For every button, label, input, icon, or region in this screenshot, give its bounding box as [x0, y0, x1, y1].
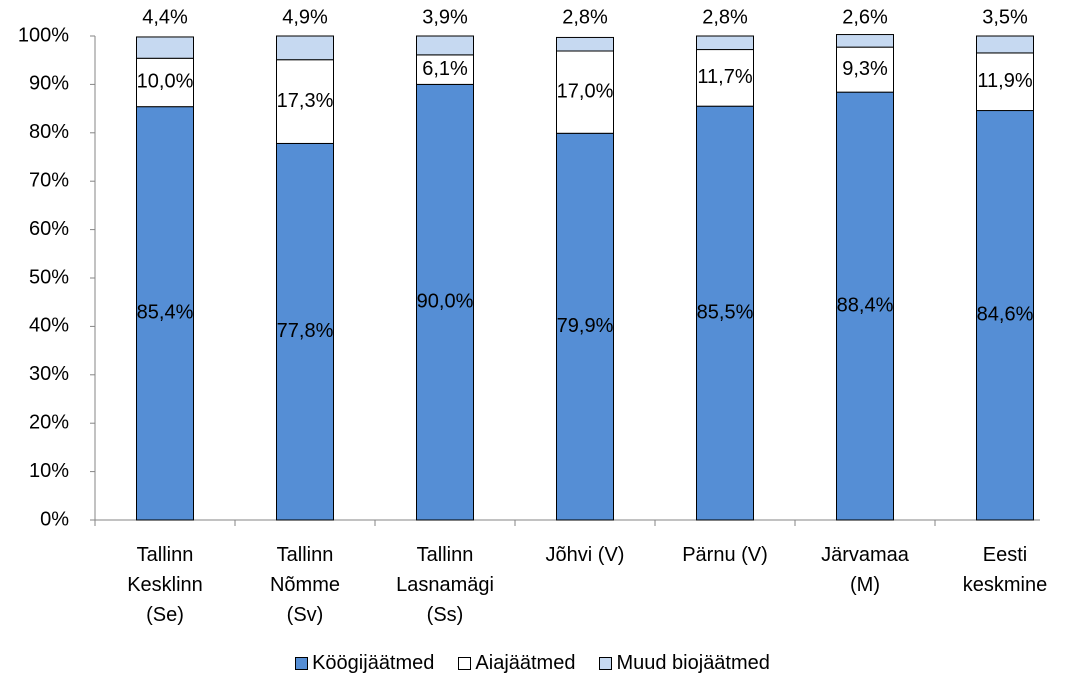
y-tick-label: 40% — [29, 315, 69, 337]
bar-segment — [696, 49, 754, 107]
value-label: 85,5% — [697, 301, 754, 323]
value-label: 2,8% — [702, 6, 748, 28]
y-tick-label: 80% — [29, 121, 69, 143]
x-tick-label: Tallinn Kesklinn (Se) — [127, 544, 203, 626]
y-tick-label: 60% — [29, 218, 69, 240]
bar-segment — [276, 59, 334, 144]
x-tick-label: Pärnu (V) — [682, 544, 768, 566]
legend-label: Köögijäätmed — [312, 652, 435, 674]
value-label: 3,9% — [422, 6, 468, 28]
value-label: 11,9% — [977, 70, 1032, 92]
value-label: 11,7% — [697, 66, 752, 88]
bar-segment — [976, 52, 1034, 112]
bar-segment — [276, 142, 334, 521]
bar-segment — [836, 34, 894, 48]
bar-segment — [416, 35, 474, 56]
x-tick-label: Eesti keskmine — [962, 544, 1048, 596]
legend-item: Köögijäätmed — [295, 652, 434, 675]
y-tick-label: 10% — [29, 460, 69, 482]
bar-segment — [136, 36, 194, 59]
value-label: 10,0% — [137, 71, 194, 93]
legend-label: Aiajäätmed — [475, 652, 576, 674]
bar-segment — [136, 57, 194, 108]
bar-segment — [696, 35, 754, 51]
value-label: 6,1% — [422, 58, 468, 80]
value-label: 79,9% — [557, 315, 614, 337]
x-tick-label: Tallinn Nõmme (Sv) — [269, 544, 340, 626]
value-label: 2,6% — [842, 6, 888, 28]
value-label: 85,4% — [137, 302, 194, 324]
value-label: 17,3% — [277, 90, 334, 112]
value-label: 17,0% — [557, 80, 614, 102]
bar-segment — [416, 83, 474, 521]
value-label: 2,8% — [562, 6, 608, 28]
legend-swatch — [295, 657, 309, 670]
bar-segment — [836, 91, 894, 521]
x-tick-label: Järvamaa (M) — [821, 544, 909, 596]
bar-segment — [556, 50, 614, 134]
bar-segment — [416, 54, 474, 85]
x-tick-label: Jõhvi (V) — [545, 544, 625, 566]
legend-item: Aiajäätmed — [458, 652, 575, 675]
legend: Köögijäätmed Aiajäätmed Muud biojäätmed — [0, 652, 1065, 675]
y-tick-label: 50% — [29, 266, 69, 288]
bar-segment — [556, 36, 614, 52]
value-label: 77,8% — [277, 320, 334, 342]
legend-item: Muud biojäätmed — [599, 652, 770, 675]
bar-segment — [276, 35, 334, 61]
value-label: 90,0% — [417, 290, 474, 312]
x-tick-label: Tallinn Lasnamägi (Ss) — [396, 544, 494, 626]
value-label: 9,3% — [842, 58, 888, 80]
bar-segment — [696, 105, 754, 521]
value-label: 4,9% — [282, 6, 328, 28]
value-label: 3,5% — [982, 6, 1028, 28]
value-label: 84,6% — [977, 304, 1034, 326]
bar-segment — [136, 106, 194, 521]
y-tick-label: 20% — [29, 411, 69, 433]
bar-segment — [556, 132, 614, 521]
y-tick-label: 30% — [29, 363, 69, 385]
value-label: 4,4% — [142, 6, 188, 28]
y-tick-label: 100% — [18, 24, 69, 46]
legend-swatch — [458, 657, 472, 670]
y-tick-label: 0% — [40, 508, 69, 530]
legend-label: Muud biojäätmed — [616, 652, 770, 674]
legend-swatch — [599, 657, 613, 670]
bar-segment — [976, 35, 1034, 54]
y-tick-label: 90% — [29, 73, 69, 95]
y-tick-label: 70% — [29, 169, 69, 191]
value-label: 88,4% — [837, 294, 894, 316]
